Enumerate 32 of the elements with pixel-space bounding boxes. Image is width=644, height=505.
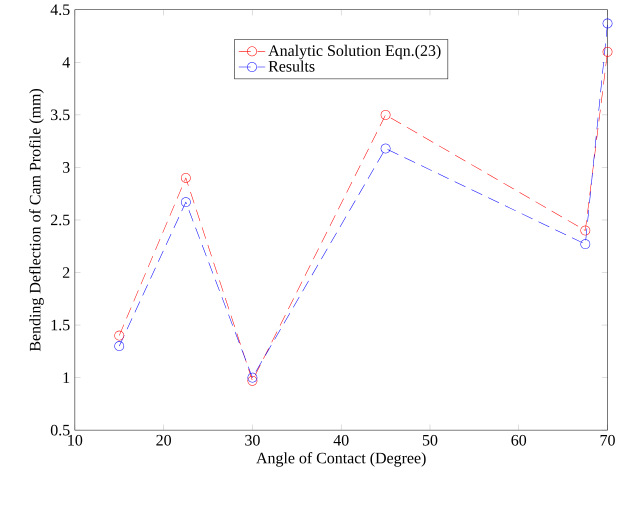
point <box>602 18 612 28</box>
y-tick-label: 4 <box>62 57 70 68</box>
legend-label: Results <box>268 60 315 72</box>
point <box>180 173 191 183</box>
x-tick-label: 50 <box>422 434 438 446</box>
point <box>248 372 258 383</box>
legend-label: Analytic Solution Eqn.(23) <box>268 44 441 60</box>
x-tick-label: 20 <box>156 434 171 446</box>
point <box>248 376 258 386</box>
y-tick-label: 1.5 <box>52 320 70 330</box>
point <box>580 226 590 236</box>
y-tick-label: 3.5 <box>51 109 70 120</box>
point <box>114 330 124 340</box>
x-tick-label: 30 <box>245 434 260 446</box>
x-tick-label: 60 <box>511 434 526 446</box>
point <box>580 239 590 250</box>
x-axis-title: Angle of Contact (Degree) <box>256 452 426 467</box>
point <box>180 197 191 208</box>
point <box>114 341 124 351</box>
y-tick-label: 0.5 <box>50 424 70 436</box>
x-tick-label: 10 <box>68 434 82 446</box>
x-tick-label: 70 <box>600 434 615 446</box>
y-tick-label: 1 <box>64 372 70 383</box>
y-tick-label: 2.5 <box>50 214 70 226</box>
point <box>602 46 612 57</box>
y-tick-label: 4.5 <box>50 4 70 16</box>
point <box>380 144 390 154</box>
y-tick-label: 2 <box>62 267 70 278</box>
x-tick-label: 40 <box>334 434 349 446</box>
y-axis-title: Bending Deflection of Cam Profile (mm) <box>29 88 44 352</box>
y-tick-label: 3 <box>62 162 70 173</box>
point <box>380 110 390 120</box>
